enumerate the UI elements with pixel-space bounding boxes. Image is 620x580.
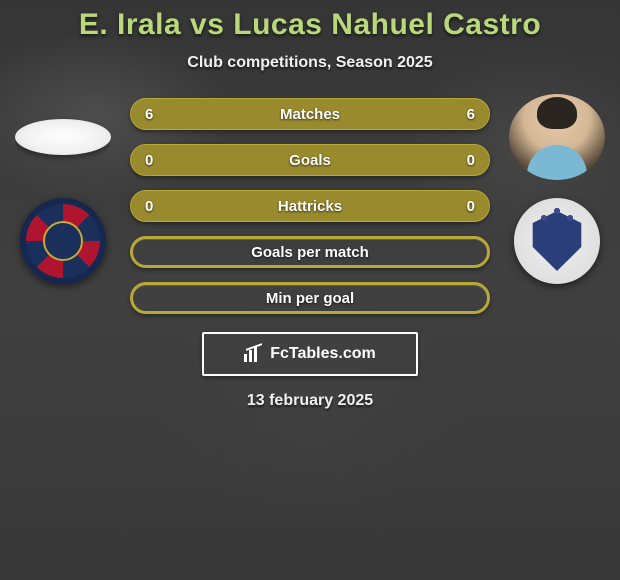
stat-label: Hattricks — [278, 198, 342, 215]
stats-bars: 6 6 Matches 0 0 Goals 0 0 Hattricks Goals per mat… — [130, 94, 490, 314]
right-player-avatar — [509, 94, 605, 180]
bar-fill-right — [310, 145, 489, 175]
stat-label: Goals — [289, 152, 331, 169]
stat-label: Goals per match — [251, 244, 369, 261]
stat-value-right: 0 — [467, 152, 475, 169]
stat-value-right: 0 — [467, 198, 475, 215]
watermark: FcTables.com — [202, 332, 418, 376]
date-label: 13 february 2025 — [0, 392, 620, 410]
stat-bar: 0 0 Goals — [130, 144, 490, 176]
right-club-badge-icon — [514, 198, 600, 284]
stat-value-left: 0 — [145, 198, 153, 215]
watermark-text: FcTables.com — [270, 345, 376, 363]
bar-fill-left — [131, 145, 310, 175]
stat-bar: Min per goal — [130, 282, 490, 314]
stat-bar: Goals per match — [130, 236, 490, 268]
subtitle: Club competitions, Season 2025 — [0, 54, 620, 72]
chart-icon — [244, 346, 264, 362]
left-player-avatar — [15, 94, 111, 180]
stat-bar: 0 0 Hattricks — [130, 190, 490, 222]
stat-bar: 6 6 Matches — [130, 98, 490, 130]
page-title: E. Irala vs Lucas Nahuel Castro — [0, 8, 620, 42]
right-player-column — [502, 94, 612, 284]
stat-value-left: 0 — [145, 152, 153, 169]
stat-label: Matches — [280, 106, 340, 123]
main-row: 6 6 Matches 0 0 Goals 0 0 Hattricks Goals per mat… — [0, 94, 620, 314]
left-player-column — [8, 94, 118, 284]
stat-value-left: 6 — [145, 106, 153, 123]
avatar-photo-icon — [509, 94, 605, 180]
left-club-badge-icon — [20, 198, 106, 284]
stat-label: Min per goal — [266, 290, 354, 307]
avatar-placeholder-icon — [15, 119, 111, 155]
stat-value-right: 6 — [467, 106, 475, 123]
infographic-container: E. Irala vs Lucas Nahuel Castro Club com… — [0, 0, 620, 580]
